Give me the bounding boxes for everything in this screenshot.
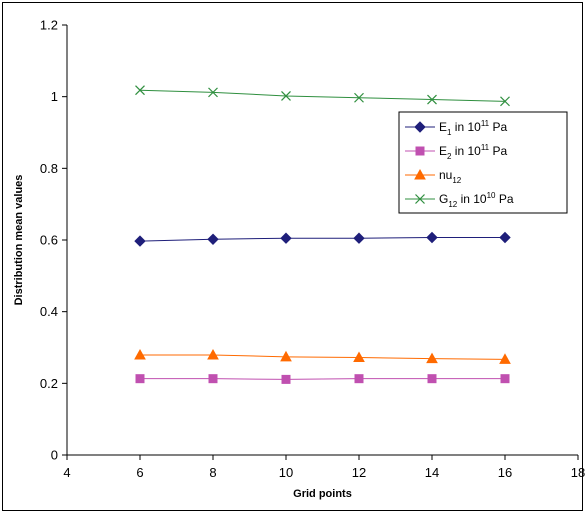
legend-label: G12 in 1010 Pa xyxy=(439,191,514,209)
y-axis-title: Distribution mean values xyxy=(13,175,25,306)
y-tick-label: 1 xyxy=(51,89,58,104)
data-point xyxy=(207,233,219,245)
legend-swatch-marker xyxy=(415,146,425,156)
series-line xyxy=(139,89,506,102)
data-point xyxy=(427,374,437,384)
legend: E1 in 1011 Pa E2 in 1011 Pa nu12 G12 in 101… xyxy=(398,111,568,214)
data-point xyxy=(426,352,438,364)
data-point xyxy=(135,85,145,96)
marker-stroke xyxy=(208,87,218,98)
marker-stroke xyxy=(281,91,291,101)
series-2 xyxy=(135,374,510,384)
data-point xyxy=(426,231,438,244)
marker-stroke xyxy=(135,85,145,96)
legend-box xyxy=(398,111,568,214)
x-tick-label: 16 xyxy=(498,465,512,480)
data-point xyxy=(499,353,511,364)
chart-frame xyxy=(2,2,583,511)
marker-stroke xyxy=(354,92,364,103)
legend-item: E2 in 1011 Pa xyxy=(405,143,507,161)
x-tick-label: 6 xyxy=(136,465,143,480)
y-tick-label: 0.8 xyxy=(40,161,58,176)
legend-swatch-marker xyxy=(414,168,426,180)
marker-stroke xyxy=(500,96,510,107)
legend-label: E2 in 1011 Pa xyxy=(439,143,507,161)
data-point xyxy=(354,92,364,103)
legend-swatch-marker xyxy=(415,194,425,204)
legend-label: nu12 xyxy=(439,168,462,185)
marker-stroke xyxy=(415,194,425,204)
x-tick-label: 8 xyxy=(209,465,216,480)
data-point xyxy=(353,232,365,244)
data-point xyxy=(353,351,365,363)
y-tick-label: 0.6 xyxy=(40,233,58,248)
data-point xyxy=(280,232,292,244)
legend-swatch-marker xyxy=(414,121,426,133)
series-3 xyxy=(134,348,511,364)
data-point xyxy=(499,231,511,244)
series-line xyxy=(140,354,506,360)
legend-item: E1 in 1011 Pa xyxy=(405,119,507,137)
data-point xyxy=(500,96,510,107)
marker-stroke xyxy=(427,94,437,105)
data-point xyxy=(208,87,218,98)
x-axis-title: Grid points xyxy=(293,488,352,500)
x-tick-label: 12 xyxy=(352,465,366,480)
legend-item: nu12 xyxy=(405,168,462,185)
data-point xyxy=(427,94,437,105)
data-point xyxy=(208,374,218,384)
data-point xyxy=(281,91,291,101)
data-point xyxy=(134,235,146,247)
data-point xyxy=(354,374,364,384)
data-point xyxy=(281,374,291,384)
series-line xyxy=(139,236,505,242)
series-layer xyxy=(134,85,511,384)
x-tick-label: 10 xyxy=(279,465,293,480)
series-1 xyxy=(134,231,511,247)
data-point xyxy=(500,374,510,384)
y-tick-label: 0.2 xyxy=(40,376,58,391)
y-tick-label: 0.4 xyxy=(40,304,58,319)
data-point xyxy=(134,348,146,360)
series-4 xyxy=(135,85,510,107)
x-tick-label: 18 xyxy=(571,465,585,480)
data-point xyxy=(207,348,219,360)
legend-label: E1 in 1011 Pa xyxy=(439,119,507,137)
axes: 0 0.2 0.4 0.6 0.8 1 1.2 4 6 8 10 12 14 16 18 xyxy=(40,18,585,481)
series-line xyxy=(140,378,505,380)
data-point xyxy=(135,374,145,384)
y-tick-label: 1.2 xyxy=(40,18,58,33)
x-tick-label: 14 xyxy=(425,465,439,480)
legend-item: G12 in 1010 Pa xyxy=(405,191,514,209)
y-tick-label: 0 xyxy=(51,448,58,463)
data-point xyxy=(280,350,292,362)
x-tick-label: 4 xyxy=(63,465,70,480)
